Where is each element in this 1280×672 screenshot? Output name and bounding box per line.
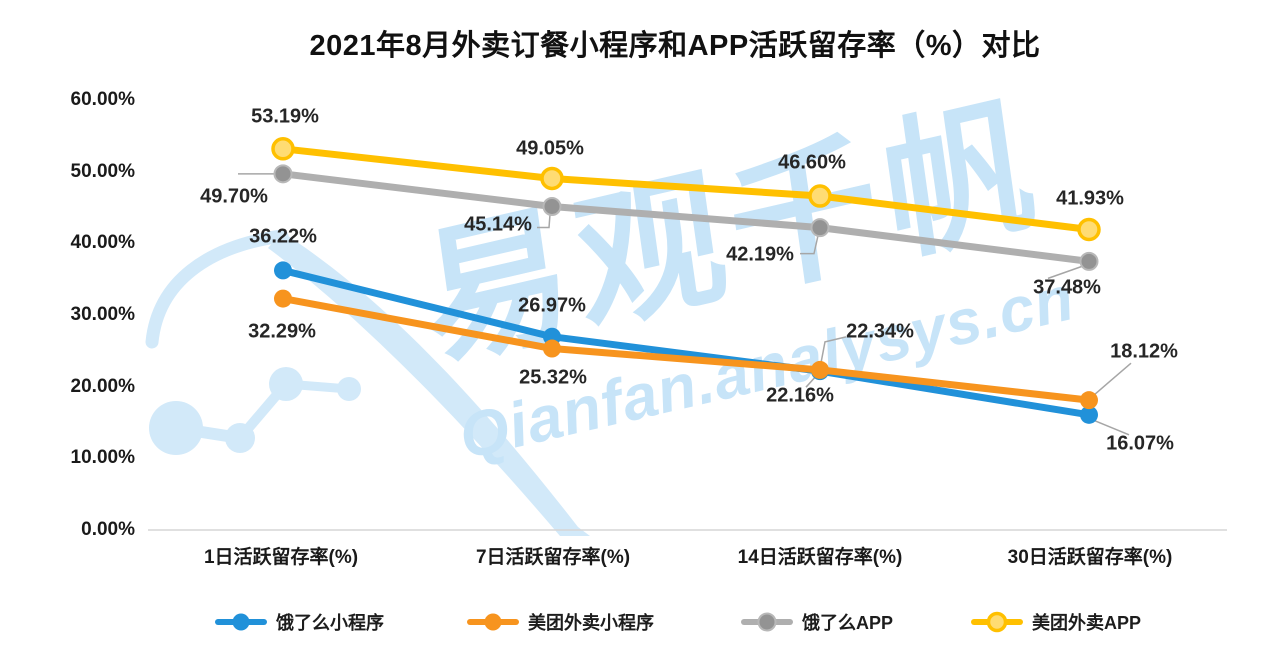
legend-line-marker-icon <box>215 613 267 631</box>
data-label-leader-line <box>537 214 551 229</box>
data-label: 49.70% <box>200 185 268 208</box>
data-label: 49.05% <box>516 137 584 160</box>
x-axis-category-label: 30日活跃留存率(%) <box>1007 547 1173 568</box>
y-axis-tick-label: 0.00% <box>81 519 135 540</box>
y-axis-tick-label: 40.00% <box>70 232 135 254</box>
data-label: 22.34% <box>846 320 914 343</box>
data-label: 37.48% <box>1033 276 1101 299</box>
series-line <box>279 145 1093 234</box>
series-marker <box>273 164 293 184</box>
data-label: 41.93% <box>1056 187 1124 209</box>
data-label: 18.12% <box>1110 340 1178 363</box>
series-marker <box>808 184 832 208</box>
series-line <box>279 266 1093 419</box>
legend-item: 美团外卖APP <box>971 607 1141 637</box>
data-label-leader-line <box>820 336 847 364</box>
data-label-leader-line <box>1047 265 1083 280</box>
legend-line-marker-icon <box>467 613 519 631</box>
data-label-leader-line <box>1094 420 1130 436</box>
data-label-leader-line <box>1094 362 1132 395</box>
legend-label: 饿了么APP <box>802 613 894 633</box>
series-line <box>279 295 1093 404</box>
data-label: 46.60% <box>778 151 846 174</box>
legend-item: 美团外卖小程序 <box>467 607 654 637</box>
data-label: 32.29% <box>248 320 316 343</box>
y-axis-tick-label: 30.00% <box>70 304 135 325</box>
data-label: 42.19% <box>726 243 794 266</box>
data-label: 26.97% <box>518 294 586 317</box>
data-label: 36.22% <box>249 225 317 248</box>
chart-legend: 饿了么小程序 美团外卖小程序 饿了么APP 美团外卖APP <box>0 607 1280 637</box>
x-axis-category-label: 1日活跃留存率(%) <box>203 547 359 568</box>
y-axis-tick-label: 10.00% <box>70 447 135 469</box>
legend-item: 饿了么APP <box>741 607 893 637</box>
series-line <box>279 170 1093 265</box>
legend-label: 美团外卖APP <box>1032 613 1142 633</box>
y-axis-tick-label: 20.00% <box>70 375 135 397</box>
data-label: 53.19% <box>251 105 319 128</box>
series-marker <box>810 218 830 238</box>
series-marker <box>271 137 295 161</box>
data-label: 16.07% <box>1106 432 1174 455</box>
y-axis-tick-label: 50.00% <box>70 160 135 182</box>
series-marker <box>1077 217 1101 242</box>
data-label-leader-line <box>800 235 819 255</box>
legend-item: 饿了么小程序 <box>215 607 384 637</box>
series-marker <box>1079 251 1099 271</box>
data-label: 25.32% <box>519 366 587 389</box>
legend-label: 饿了么小程序 <box>276 613 384 633</box>
series-marker <box>1080 391 1098 410</box>
series-marker <box>811 360 829 379</box>
series-marker <box>274 261 292 280</box>
x-axis-category-label: 7日活跃留存率(%) <box>475 547 631 568</box>
x-axis-category-label: 14日活跃留存率(%) <box>737 547 903 568</box>
data-label: 22.16% <box>766 384 834 407</box>
legend-line-marker-icon <box>971 611 1023 633</box>
series-marker <box>1080 405 1098 424</box>
series-marker <box>274 289 292 308</box>
chart-title: 2021年8月外卖订餐小程序和APP活跃留存率（%）对比 <box>309 30 1041 62</box>
legend-line-marker-icon <box>741 612 793 632</box>
series-marker <box>540 166 564 191</box>
data-label: 45.14% <box>464 213 532 236</box>
series-marker <box>542 196 562 216</box>
y-axis-tick-label: 60.00% <box>70 89 135 110</box>
series-marker <box>543 339 561 358</box>
legend-label: 美团外卖小程序 <box>528 613 654 633</box>
